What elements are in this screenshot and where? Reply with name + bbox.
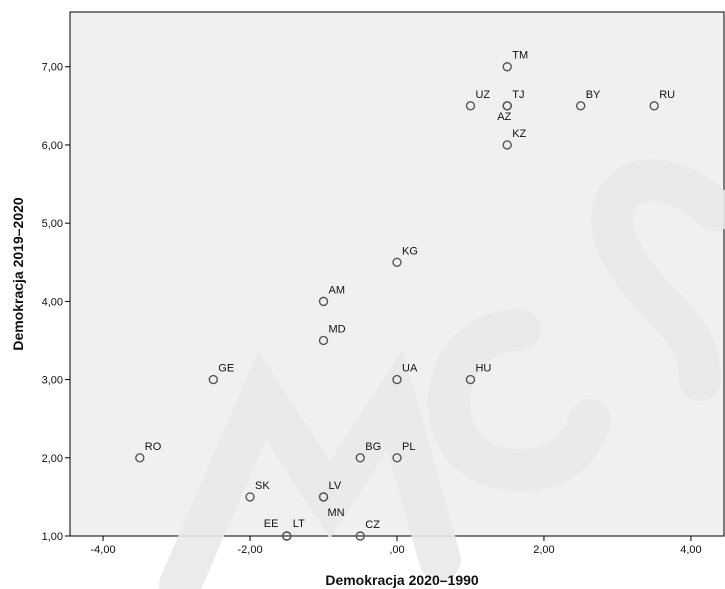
point-label-tm: TM [512,50,528,62]
point-label-uz: UZ [475,89,490,101]
data-point-hu [465,374,476,385]
point-label-sk: SK [255,480,270,492]
point-label-bg: BG [365,441,381,453]
point-label-ro: RO [145,441,162,453]
point-label-cz: CZ [365,519,380,531]
y-tick-label: 5,00 [42,218,63,230]
y-axis-title: Demokracja 2019–2020 [10,197,26,351]
point-label-hu: HU [475,363,491,375]
point-label-kg: KG [402,245,418,257]
x-tick-label: 2,00 [533,544,554,556]
x-axis-title: Demokracja 2020–1990 [325,572,479,588]
x-tick-label: ,00 [389,544,404,556]
point-label-by: BY [586,89,601,101]
point-label-pl: PL [402,441,415,453]
data-point-uz [465,101,476,111]
watermark [159,159,725,589]
x-tick-label: -2,00 [237,544,262,556]
point-label-lv: LV [329,480,342,492]
data-point-lt [282,531,292,541]
x-tick-label: -4,00 [91,544,116,556]
y-tick-label: 3,00 [42,375,63,387]
data-point-ru [649,101,659,111]
axes: -4,00 -2,00 ,00 2,00 4,00 1,00 2,00 3,00 4,00 5,0… [42,62,702,556]
data-point-sk [245,492,255,502]
data-point-am [318,296,329,307]
data-point-tm [502,62,512,72]
data-point-ro [135,453,145,463]
data-point-md [318,335,329,346]
y-tick-label: 1,00 [42,531,63,543]
point-label-mn: MN [328,507,345,519]
data-point-pl [392,453,402,463]
point-label-kz: KZ [512,128,526,140]
point-label-ee: EE [264,518,279,530]
y-tick-label: 6,00 [42,140,63,152]
data-points [135,62,659,541]
point-label-ua: UA [402,363,418,375]
data-point-ua [392,374,402,385]
data-point-cz [355,531,365,541]
x-tick-label: 4,00 [680,544,701,556]
point-label-tj: TJ [512,89,524,101]
data-point-by [576,101,586,111]
y-tick-label: 2,00 [42,453,63,465]
point-label-md: MD [329,323,346,335]
point-label-az: AZ [497,111,511,123]
data-point-az [502,101,512,111]
data-point-bg [355,453,365,463]
y-tick-label: 7,00 [42,62,63,74]
data-point-ge [208,374,218,385]
point-label-ru: RU [659,89,675,101]
point-label-am: AM [329,284,346,296]
y-tick-label: 4,00 [42,296,63,308]
point-label-lt: LT [293,518,305,530]
data-point-kz [502,140,512,150]
point-label-ge: GE [218,363,234,375]
data-point-mn [318,492,329,502]
data-point-kg [392,257,402,267]
